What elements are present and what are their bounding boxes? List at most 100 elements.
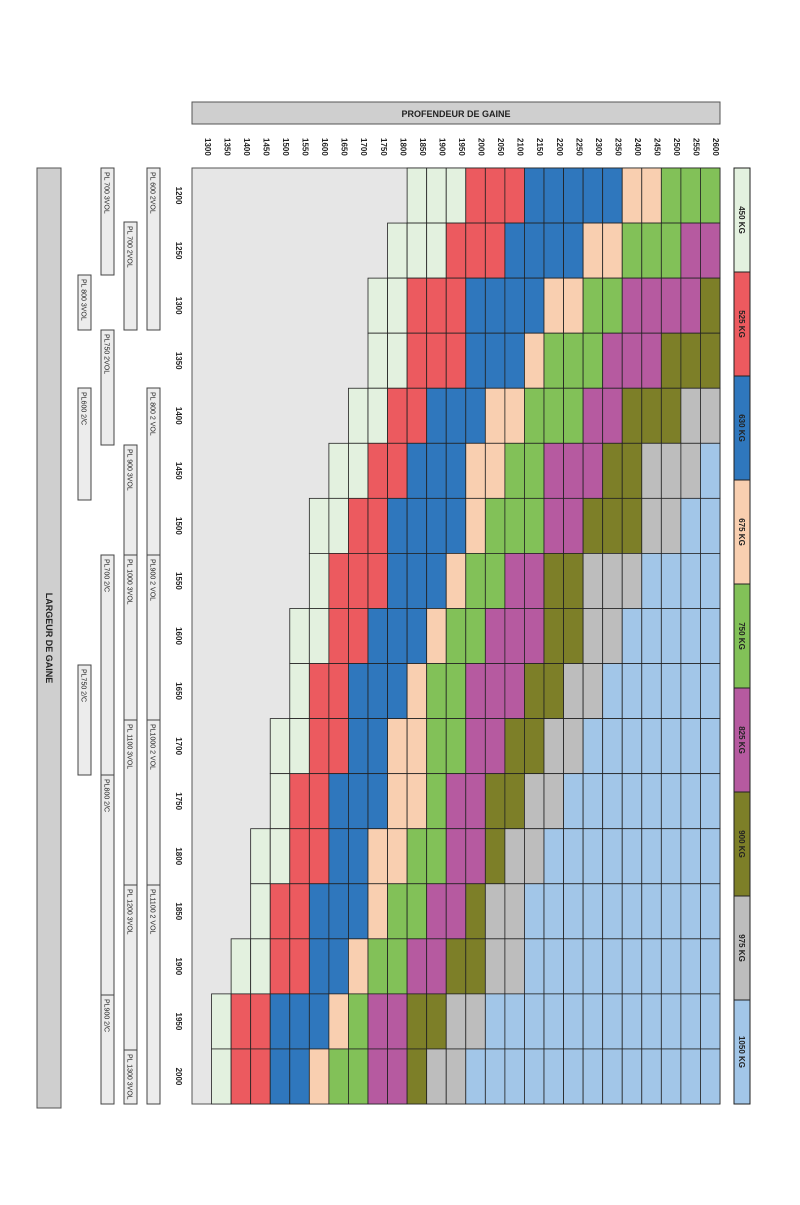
cell-1950-2050 [484, 993, 506, 1050]
cell-1650-1900 [426, 663, 447, 719]
cell-1800-1950 [445, 828, 467, 885]
cell-2000-2300 [582, 1048, 604, 1105]
cell-1350-2200 [543, 332, 564, 389]
cell-2000-2550 [680, 1048, 701, 1105]
cell-1800-1900 [426, 828, 447, 885]
cell-2000-1600 [308, 1048, 330, 1105]
cell-1450-1650 [328, 442, 349, 499]
cell-1500-1950 [445, 497, 467, 554]
cell-1300-2550 [680, 277, 701, 334]
cell-1600-2600 [700, 608, 721, 664]
cell-1650-2200 [543, 663, 564, 719]
depth-tick: 1850 [418, 138, 427, 156]
cell-1800-2400 [621, 828, 643, 885]
legend-label: 900 KG [737, 830, 746, 858]
cabin-label: PL 600 2VOL [149, 172, 156, 214]
cell-1300-1850 [406, 277, 428, 334]
cell-1900-2100 [504, 938, 525, 995]
title-bar [191, 101, 721, 125]
cell-2000-2050 [484, 1048, 506, 1105]
cell-1350-2600 [700, 332, 721, 389]
cell-1200-2150 [524, 167, 545, 224]
cell-1550-2500 [660, 553, 682, 609]
cell-1950-2450 [641, 993, 662, 1050]
cabin-label-box [123, 221, 138, 331]
cell-1650-2600 [700, 663, 721, 719]
cell-1250-2550 [680, 222, 701, 279]
cell-1800-1800 [387, 828, 408, 885]
cell-1750-2150 [524, 773, 545, 830]
cell-1800-1650 [328, 828, 349, 885]
cell-1950-2000 [465, 993, 486, 1050]
cell-1700-2300 [582, 718, 604, 775]
cell-1300-2400 [621, 277, 643, 334]
cell-1600-2050 [484, 608, 506, 664]
cell-1550-2450 [641, 553, 662, 609]
cell-1200-2000 [465, 167, 486, 224]
cell-1300-1750 [367, 277, 388, 334]
depth-tick: 1750 [379, 138, 388, 156]
cabin-label: PL 1000 3VOL [126, 559, 133, 605]
cell-2000-2100 [504, 1048, 525, 1105]
cabin-label-box [100, 329, 115, 446]
cell-2000-2600 [700, 1048, 721, 1105]
cell-1850-2550 [680, 883, 701, 940]
cabin-label: PL800 2/C [103, 779, 110, 812]
cell-1400-2150 [524, 387, 545, 444]
depth-tick: 2350 [613, 138, 622, 156]
cabin-label-box [77, 387, 92, 501]
cabin-label-box [77, 274, 92, 331]
cell-1750-2200 [543, 773, 564, 830]
cell-1400-1750 [367, 387, 388, 444]
cell-2000-1550 [289, 1048, 310, 1105]
cell-1800-2200 [543, 828, 564, 885]
cell-1700-1700 [348, 718, 369, 775]
depth-tick: 1400 [242, 138, 251, 156]
cell-1550-2300 [582, 553, 604, 609]
cell-1400-2350 [602, 387, 623, 444]
cell-1450-2350 [602, 442, 623, 499]
width-tick: 1800 [174, 847, 183, 865]
width-tick: 1650 [174, 682, 183, 700]
cell-1450-2250 [563, 442, 584, 499]
cell-1800-2300 [582, 828, 604, 885]
width-tick: 1900 [174, 957, 183, 975]
cell-1400-2000 [465, 387, 486, 444]
cell-1750-2250 [563, 773, 584, 830]
cabin-label: PL 700 3VOL [103, 172, 110, 214]
depth-tick: 1450 [261, 138, 270, 156]
cell-1850-2000 [465, 883, 486, 940]
cell-1250-1800 [387, 222, 408, 279]
x-axis-label: LARGEUR DE GAINE [44, 593, 54, 684]
cell-1900-2550 [680, 938, 701, 995]
cell-1400-2600 [700, 387, 721, 444]
cell-1600-1750 [367, 608, 388, 664]
cell-1900-2000 [465, 938, 486, 995]
cell-1550-2100 [504, 553, 525, 609]
cell-1650-1800 [387, 663, 408, 719]
cell-1950-1350 [211, 993, 232, 1050]
depth-tick: 1550 [301, 138, 310, 156]
cell-1950-1750 [367, 993, 388, 1050]
cell-1950-2150 [524, 993, 545, 1050]
cell-1600-2000 [465, 608, 486, 664]
cell-1500-1850 [406, 497, 428, 554]
cell-1750-2050 [484, 773, 506, 830]
cell-1600-1600 [308, 608, 330, 664]
cell-1300-2250 [563, 277, 584, 334]
cell-1900-1800 [387, 938, 408, 995]
cell-1300-2000 [465, 277, 486, 334]
cell-1850-2250 [563, 883, 584, 940]
cell-1900-1700 [348, 938, 369, 995]
cell-1500-2400 [621, 497, 643, 554]
width-tick: 1700 [174, 737, 183, 755]
cell-1250-2200 [543, 222, 564, 279]
cell-1250-2150 [524, 222, 545, 279]
cell-1850-1850 [406, 883, 428, 940]
cell-1400-1950 [445, 387, 467, 444]
cell-1450-2300 [582, 442, 604, 499]
cell-1850-2100 [504, 883, 525, 940]
cell-2000-2200 [543, 1048, 564, 1105]
cell-1800-1500 [269, 828, 291, 885]
legend-label: 1050 KG [737, 1036, 746, 1068]
